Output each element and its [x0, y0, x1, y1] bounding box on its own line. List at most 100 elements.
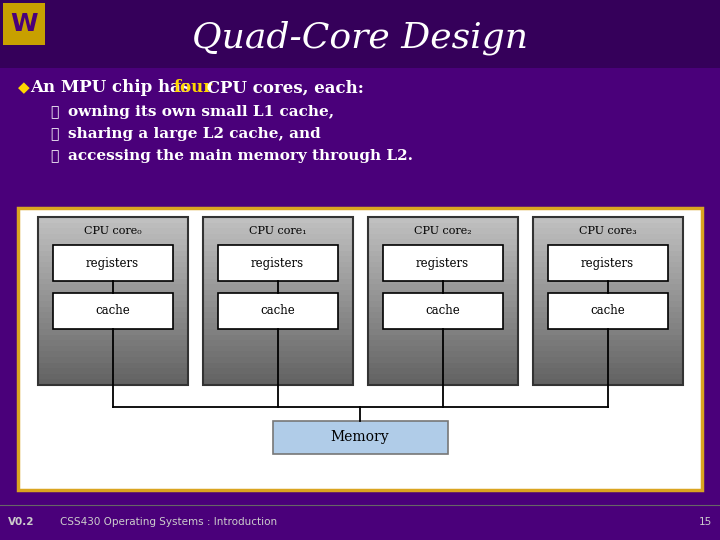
- Bar: [533, 362, 683, 369]
- Bar: [37, 318, 187, 324]
- Bar: [533, 284, 683, 291]
- Text: four: four: [173, 79, 212, 97]
- Bar: [533, 329, 683, 335]
- Bar: [367, 256, 518, 262]
- Bar: [533, 312, 683, 318]
- Bar: [202, 352, 353, 357]
- Bar: [367, 340, 518, 346]
- Bar: [533, 273, 683, 279]
- Bar: [367, 318, 518, 324]
- Text: cache: cache: [260, 305, 295, 318]
- Bar: [37, 279, 187, 285]
- Bar: [367, 301, 518, 307]
- Bar: [367, 307, 518, 313]
- Bar: [202, 301, 353, 307]
- Bar: [37, 217, 187, 385]
- Text: registers: registers: [86, 256, 139, 269]
- Text: Memory: Memory: [330, 430, 390, 444]
- Bar: [37, 301, 187, 307]
- Bar: [217, 293, 338, 329]
- Bar: [202, 262, 353, 268]
- Text: registers: registers: [581, 256, 634, 269]
- Bar: [533, 279, 683, 285]
- Bar: [37, 323, 187, 329]
- Text: cache: cache: [95, 305, 130, 318]
- Bar: [53, 293, 173, 329]
- Bar: [202, 222, 353, 229]
- Bar: [202, 362, 353, 369]
- Bar: [367, 290, 518, 296]
- Bar: [367, 217, 518, 385]
- Bar: [37, 335, 187, 341]
- Bar: [367, 380, 518, 386]
- Bar: [202, 295, 353, 301]
- Bar: [202, 234, 353, 240]
- Bar: [533, 301, 683, 307]
- Bar: [367, 368, 518, 374]
- Bar: [533, 318, 683, 324]
- Bar: [367, 374, 518, 380]
- Text: accessing the main memory through L2.: accessing the main memory through L2.: [68, 149, 413, 163]
- Bar: [202, 323, 353, 329]
- Bar: [533, 239, 683, 246]
- Bar: [202, 217, 353, 385]
- Bar: [547, 293, 667, 329]
- Bar: [202, 346, 353, 352]
- Text: cache: cache: [425, 305, 460, 318]
- Bar: [202, 357, 353, 363]
- Text: ✓: ✓: [50, 105, 58, 119]
- Text: An MPU chip has: An MPU chip has: [30, 79, 196, 97]
- Bar: [533, 290, 683, 296]
- Text: W: W: [10, 12, 38, 36]
- Bar: [202, 239, 353, 246]
- Text: sharing a large L2 cache, and: sharing a large L2 cache, and: [68, 127, 320, 141]
- Bar: [533, 295, 683, 301]
- Bar: [533, 380, 683, 386]
- Bar: [37, 295, 187, 301]
- Bar: [533, 352, 683, 357]
- Text: registers: registers: [416, 256, 469, 269]
- Bar: [533, 256, 683, 262]
- Text: ✓: ✓: [50, 149, 58, 163]
- Bar: [533, 228, 683, 234]
- Bar: [37, 380, 187, 386]
- Bar: [37, 284, 187, 291]
- Bar: [37, 245, 187, 251]
- Bar: [533, 245, 683, 251]
- Bar: [533, 262, 683, 268]
- Bar: [37, 262, 187, 268]
- Bar: [202, 374, 353, 380]
- Bar: [37, 357, 187, 363]
- Bar: [3, 3, 45, 45]
- Bar: [37, 346, 187, 352]
- Bar: [533, 340, 683, 346]
- Bar: [37, 234, 187, 240]
- Bar: [367, 346, 518, 352]
- Bar: [202, 368, 353, 374]
- Bar: [533, 251, 683, 256]
- Bar: [37, 217, 187, 223]
- Text: V0.2: V0.2: [8, 517, 35, 527]
- Bar: [533, 267, 683, 273]
- Bar: [37, 273, 187, 279]
- Bar: [202, 273, 353, 279]
- Bar: [533, 368, 683, 374]
- Bar: [37, 228, 187, 234]
- Text: ◆: ◆: [18, 80, 30, 96]
- Text: cache: cache: [590, 305, 625, 318]
- Bar: [367, 295, 518, 301]
- Bar: [533, 357, 683, 363]
- Bar: [533, 335, 683, 341]
- Text: registers: registers: [251, 256, 304, 269]
- Bar: [37, 340, 187, 346]
- Bar: [202, 380, 353, 386]
- Bar: [533, 374, 683, 380]
- Text: 15: 15: [698, 517, 712, 527]
- Bar: [37, 312, 187, 318]
- Bar: [202, 312, 353, 318]
- Bar: [37, 329, 187, 335]
- Bar: [367, 357, 518, 363]
- Text: CPU core₁: CPU core₁: [248, 226, 306, 236]
- Bar: [37, 368, 187, 374]
- Bar: [367, 262, 518, 268]
